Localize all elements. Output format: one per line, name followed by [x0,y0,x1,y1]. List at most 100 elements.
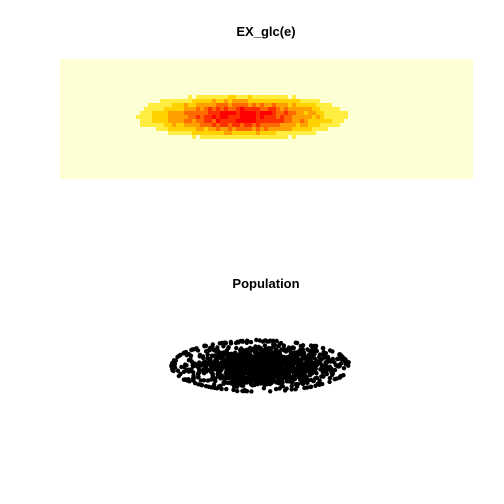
heatmap-cell [304,99,308,103]
scatter-point [268,381,273,386]
heatmap-cell [260,111,264,115]
scatter-point [194,346,199,351]
heatmap-cell [244,107,248,111]
heatmap-cell [264,119,268,123]
heatmap-cell [312,107,316,111]
scatter-point [265,375,271,380]
heatmap-cell [228,115,232,119]
scatter-point [263,338,268,343]
scatter-point [207,367,213,372]
scatter-point [203,343,208,349]
heatmap-cell [236,123,240,127]
heatmap-cell [248,115,252,119]
heatmap-cell [256,119,260,123]
heatmap-cell [160,103,164,107]
heatmap-cell [180,107,184,111]
heatmap-cell [216,123,220,127]
scatter-point [270,374,276,379]
heatmap-cell [276,127,280,131]
heatmap-cell [152,115,156,119]
heatmap-cell [220,111,224,115]
heatmap-cell [148,103,152,107]
scatter-point [346,363,351,368]
heatmap-cell [332,111,336,115]
heatmap-cell [284,95,288,99]
heatmap-cell [180,131,184,135]
heatmap-cell [232,111,236,115]
heatmap-cell [256,107,260,111]
heatmap-cell [288,107,292,111]
heatmap-cell [288,103,292,107]
heatmap-cell [336,115,340,119]
scatter-point [189,347,194,353]
heatmap-cell [196,115,200,119]
heatmap-cell [160,111,164,115]
heatmap-cell [300,99,304,103]
heatmap-cell [156,107,160,111]
heatmap-cell [172,107,176,111]
heatmap-cell [280,111,284,115]
scatter-point [212,353,218,358]
heatmap-cell [204,131,208,135]
heatmap-cell [288,119,292,123]
heatmap-cell [292,131,296,135]
heatmap-cell [164,123,168,127]
heatmap-cell [228,103,232,107]
heatmap-cell [320,119,324,123]
heatmap-cell [324,115,328,119]
heatmap-cell [292,95,296,99]
scatter-point [183,377,188,382]
heatmap-cell [136,115,140,119]
scatter-point [311,378,316,384]
heatmap-cell [200,127,204,131]
heatmap-cell [152,107,156,111]
scatter-point [273,352,278,357]
heatmap-cell [308,115,312,119]
heatmap-cell [160,107,164,111]
heatmap-cell [296,115,300,119]
heatmap-cell [240,95,244,99]
scatter-point [262,377,267,382]
scatter-point [288,369,294,374]
heatmap-cell [340,111,344,115]
heatmap-cell [236,99,240,103]
heatmap-cell [224,123,228,127]
heatmap-cell [304,131,308,135]
heatmap-cell [276,115,280,119]
heatmap-cell [336,123,340,127]
heatmap-cell [196,103,200,107]
scatter-point [191,373,196,378]
scatter-point [310,348,315,353]
heatmap-cell [272,115,276,119]
heatmap-cell [224,135,228,139]
heatmap-cell [188,123,192,127]
heatmap-cell [260,115,264,119]
scatter-point [241,358,246,364]
scatter-point [241,354,246,360]
scatter-point [272,342,278,348]
heatmap-cell [176,111,180,115]
heatmap-cell [240,107,244,111]
heatmap-cell [212,123,216,127]
heatmap-cell [308,111,312,115]
heatmap-cell [264,115,268,119]
heatmap-cell [220,103,224,107]
heatmap-cell [268,107,272,111]
heatmap-cell [312,119,316,123]
heatmap-cell [260,103,264,107]
heatmap-cell [168,127,172,131]
heatmap-cell [264,123,268,127]
heatmap-cell [244,103,248,107]
scatter-point [280,384,285,389]
scatter-point [310,344,315,350]
heatmap-cell [192,127,196,131]
heatmap-cell [204,111,208,115]
scatter-point [318,367,323,372]
heatmap-cell [212,95,216,99]
scatter-point [310,364,315,370]
scatter-point [234,367,240,372]
heatmap-cell [216,119,220,123]
heatmap-cell [228,131,232,135]
heatmap-cell [264,107,268,111]
scatter-point [278,340,284,346]
